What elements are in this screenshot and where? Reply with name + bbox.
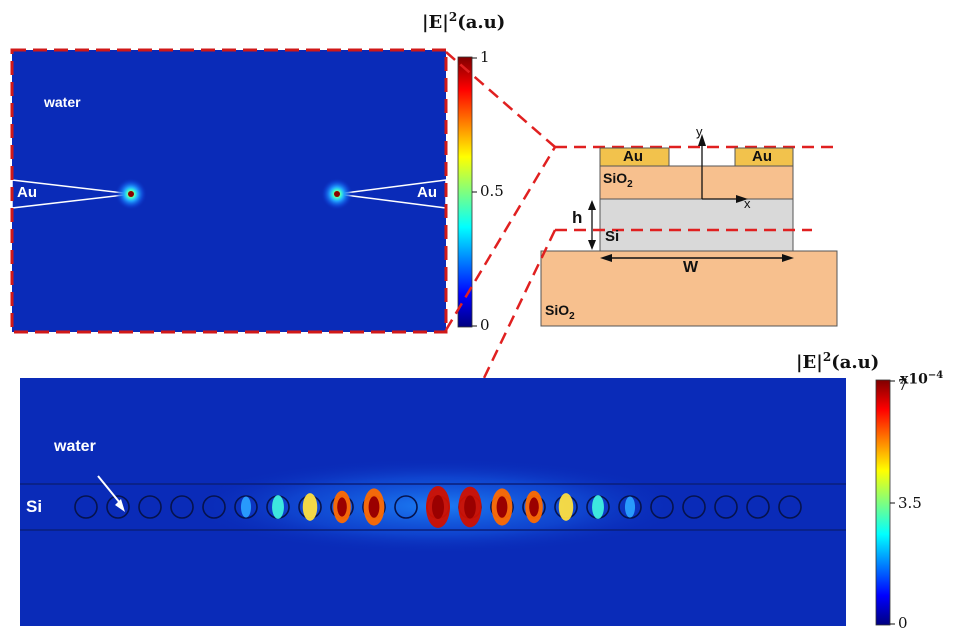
top-water-label: water	[44, 94, 81, 110]
bottom-colorbar-title-sup: 2	[822, 350, 832, 364]
height-arrow-top	[588, 200, 596, 210]
crystal-hole	[138, 495, 162, 519]
schematic-x-axis-label: x	[744, 196, 751, 211]
field-antinode-core	[432, 495, 444, 519]
si-waveguide-layer	[599, 198, 794, 252]
zoom-line-lower	[444, 146, 557, 331]
device-schematic	[540, 134, 838, 327]
crystal-hole	[106, 495, 130, 519]
top-au-right-label: Au	[417, 184, 437, 201]
bottom-colorbar-multiplier: x10−4	[900, 370, 943, 388]
top-colorbar-tick-min: 0	[480, 316, 490, 334]
field-antinode	[240, 496, 252, 518]
crystal-hole	[618, 495, 642, 519]
bottom-field-map	[20, 378, 846, 626]
field-antinodes	[240, 486, 636, 528]
bottom-colorbar-title-unit: (a.u)	[831, 352, 880, 373]
bottom-colorbar-title-main: |E|	[796, 352, 823, 373]
au-pad-left	[599, 147, 670, 167]
bottom-colorbar-tick-mid: 3.5	[898, 494, 922, 512]
crystal-hole	[746, 495, 770, 519]
field-antinode	[302, 493, 318, 521]
field-antinode-core	[337, 497, 347, 517]
crystal-hole	[202, 495, 226, 519]
crystal-hole	[74, 495, 98, 519]
bottom-colorbar-title: |E|2(a.u)	[796, 350, 879, 373]
top-colorbar-title-sup: 2	[448, 10, 458, 24]
bottom-colorbar-multiplier-exp: −4	[927, 370, 944, 381]
bottom-colorbar	[875, 379, 891, 626]
crystal-hole	[234, 495, 258, 519]
schematic-sio2-top-sub: 2	[627, 178, 633, 190]
schematic-height-label: h	[572, 208, 583, 227]
schematic-sio2-top-base: SiO	[603, 170, 628, 186]
crystal-hole	[714, 495, 738, 519]
top-colorbar-tick-max: 1	[480, 48, 490, 66]
top-colorbar-title-main: |E|	[422, 12, 449, 33]
top-colorbar-tick-mid: 0.5	[480, 182, 504, 200]
field-antinode	[272, 495, 284, 519]
bottom-colorbar-tick-max: 7	[898, 376, 908, 394]
width-arrow-left	[600, 254, 612, 262]
field-antinode	[558, 493, 574, 521]
schematic-si-label: Si	[605, 228, 620, 245]
field-antinode-core	[529, 497, 539, 517]
au-pad-right	[734, 147, 794, 167]
schematic-sio2-bottom-label: SiO2	[545, 302, 575, 322]
schematic-au-right-label: Au	[752, 148, 772, 165]
water-pointer-arrowhead	[115, 499, 125, 512]
schematic-sio2-top-label: SiO2	[603, 170, 633, 190]
bottom-colorbar-multiplier-base: x10	[900, 371, 928, 388]
top-colorbar	[457, 56, 473, 328]
top-colorbar-title: |E|2(a.u)	[422, 10, 505, 33]
schematic-sio2-bottom-base: SiO	[545, 302, 570, 318]
y-axis-arrowhead	[698, 134, 706, 146]
schematic-sio2-bottom-sub: 2	[569, 310, 575, 322]
field-antinode	[624, 496, 636, 518]
right-hotspot-core	[334, 191, 340, 197]
crystal-hole	[682, 495, 706, 519]
zoom-line-upper	[445, 51, 556, 148]
field-antinode-core	[464, 495, 476, 519]
top-sio2-layer	[599, 165, 794, 200]
crystal-hole	[650, 495, 674, 519]
top-field-map	[10, 48, 448, 334]
top-au-left-label: Au	[17, 184, 37, 201]
top-map-dashed-frame	[10, 48, 448, 334]
x-axis-arrowhead	[736, 195, 748, 203]
bottom-colorbar-tick-min: 0	[898, 614, 908, 632]
zoom-line-to-bottom	[482, 229, 557, 379]
crystal-hole	[778, 495, 802, 519]
left-hotspot-core	[128, 191, 134, 197]
schematic-width-label: W	[683, 259, 699, 276]
field-antinode-core	[368, 496, 380, 518]
crystal-hole	[394, 495, 418, 519]
width-arrow-right	[782, 254, 794, 262]
bottom-water-label: water	[54, 438, 96, 455]
height-arrow-bottom	[588, 240, 596, 250]
schematic-y-axis-label: y	[696, 124, 703, 139]
water-pointer-arrow	[97, 475, 121, 504]
crystal-hole	[170, 495, 194, 519]
bottom-si-label: Si	[26, 497, 43, 516]
top-colorbar-title-unit: (a.u)	[457, 12, 506, 33]
field-antinode-core	[496, 496, 508, 518]
schematic-au-left-label: Au	[623, 148, 643, 165]
field-antinode	[592, 495, 604, 519]
bottom-sio2-substrate	[540, 250, 838, 327]
